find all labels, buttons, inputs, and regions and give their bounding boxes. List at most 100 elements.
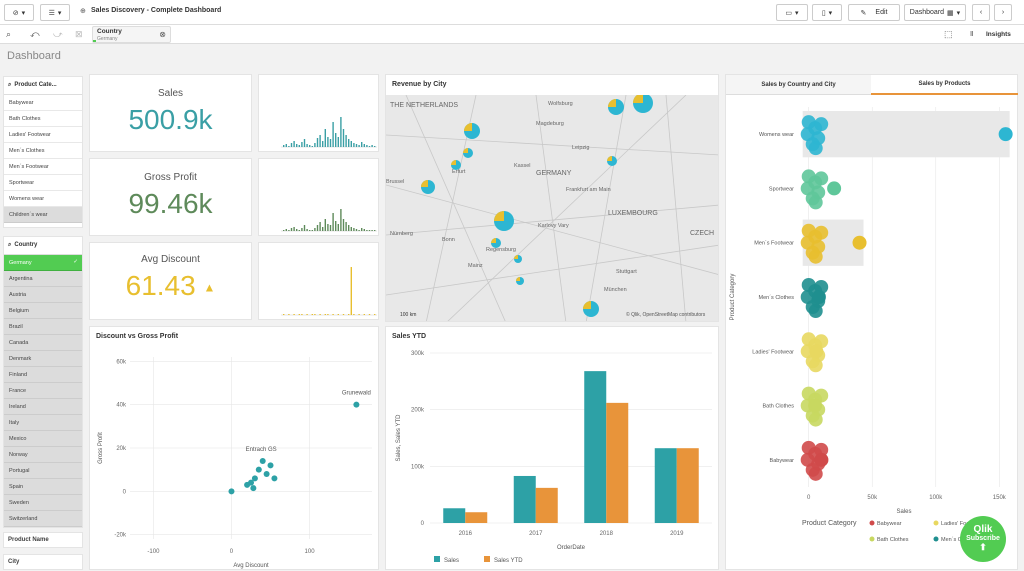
mini-bar <box>306 144 308 147</box>
tab-sales-by-products[interactable]: Sales by Products <box>871 75 1018 95</box>
y-tick-label: 20k <box>116 446 127 452</box>
road <box>386 184 718 275</box>
bar-chart[interactable]: 300k 200k 100k 0 2016 2017 2018 2019 OrderDate Sa… <box>386 327 720 571</box>
kpi-sales[interactable]: Sales 500.9k <box>89 74 252 152</box>
list-item[interactable]: Men´s Footwear <box>4 159 82 175</box>
list-item[interactable]: Brazil <box>4 319 82 335</box>
city-pie-slice <box>421 180 428 187</box>
category-label: Babywear <box>770 458 795 464</box>
list-item[interactable]: Children´s wear <box>4 207 82 223</box>
chevron-right-icon: › <box>1001 9 1005 16</box>
chevron-down-icon: ▾ <box>57 9 62 17</box>
bubble <box>811 290 826 304</box>
list-item[interactable]: Sweden <box>4 495 82 511</box>
list-item[interactable]: Men´s Clothes <box>4 143 82 159</box>
list-item[interactable]: Italy <box>4 415 82 431</box>
bubble <box>814 171 829 186</box>
discount-vs-gross-profit-chart[interactable]: Discount vs Gross Profit -100 0 100 60k 40k 2… <box>89 326 379 570</box>
step-back-icon[interactable]: ⤺ <box>30 29 40 39</box>
list-item[interactable]: Bath Clothes <box>4 111 82 127</box>
selection-tool-icon[interactable]: ⬚ <box>944 29 953 39</box>
bubble <box>814 452 829 467</box>
x-tick-label: 100k <box>929 495 943 501</box>
list-item[interactable]: Ireland <box>4 399 82 415</box>
list-item[interactable]: Babywear <box>4 95 82 111</box>
y-axis-label: Product Category <box>730 274 736 321</box>
road <box>535 95 567 321</box>
kpi-gross-profit[interactable]: Gross Profit 99.46k <box>89 158 252 236</box>
mini-bar <box>355 229 358 231</box>
sheet-selector[interactable]: Dashboard ▦ ▾ <box>904 4 966 21</box>
bar <box>584 371 607 523</box>
bar <box>465 512 488 523</box>
insights-button[interactable]: Insights <box>986 31 1011 38</box>
kpi-avg-discount[interactable]: Avg Discount 61.43 ▲ <box>89 242 252 320</box>
list-item[interactable]: Argentina <box>4 271 82 287</box>
list-item[interactable]: Ladies' Footwear <box>4 127 82 143</box>
mini-bar <box>371 230 373 231</box>
sales-ytd-chart[interactable]: Sales YTD 300k 200k 100k 0 2016 2017 2018 2019 O… <box>385 326 719 570</box>
product-name-filter[interactable]: Product Name <box>3 532 83 548</box>
mini-chart-gross-profit[interactable] <box>258 158 379 236</box>
filter-title-label: Product Cate... <box>14 82 57 88</box>
mini-bar <box>363 229 365 231</box>
city-pie-slice <box>463 148 468 153</box>
list-item[interactable]: Portugal <box>4 463 82 479</box>
list-item[interactable]: Canada <box>4 335 82 351</box>
edit-button[interactable]: ✎ Edit <box>848 4 900 21</box>
list-item[interactable]: Spain <box>4 479 82 495</box>
mini-bar <box>293 141 295 147</box>
smart-search-icon[interactable]: ⌕ <box>6 29 12 39</box>
revenue-by-city-map[interactable]: Revenue by City THE NETHERLANDS Wolfsburg… <box>385 74 719 322</box>
mini-chart-discount[interactable] <box>258 242 379 320</box>
present-button[interactable]: ▭ ▾ <box>776 4 808 21</box>
list-item[interactable]: Finland <box>4 367 82 383</box>
scatter-plot[interactable]: -100 0 100 60k 40k 20k 0 -20k Avg Discount Gross … <box>90 327 380 571</box>
list-item[interactable]: Mexico <box>4 431 82 447</box>
legend-swatch <box>434 556 440 562</box>
navigation-menu-button[interactable]: ⊘ ▾ <box>4 4 34 21</box>
chart-title: Discount vs Gross Profit <box>96 333 179 340</box>
list-item[interactable]: Norway <box>4 447 82 463</box>
mini-bar <box>368 314 371 315</box>
mini-chart-sales[interactable] <box>258 74 379 152</box>
city-pie-slice <box>516 277 520 281</box>
subscribe-badge[interactable]: Qlik Subscribe ⬆ <box>960 516 1006 562</box>
search-icon: ⌕ <box>8 242 12 248</box>
map-canvas[interactable]: THE NETHERLANDS Wolfsburg Magdeburg Kassel L… <box>386 95 719 322</box>
next-sheet-button[interactable]: › <box>994 4 1012 21</box>
category-label: Men´s Clothes <box>759 295 795 301</box>
x-tick-label: 150k <box>993 495 1007 501</box>
x-tick-label: 2016 <box>459 531 473 537</box>
list-item[interactable]: Sportwear <box>4 175 82 191</box>
legend-label: Men´s Clothes <box>941 537 977 543</box>
step-forward-icon[interactable]: ⤻ <box>53 29 63 39</box>
list-item[interactable]: Switzerland <box>4 511 82 527</box>
list-item[interactable]: Austria <box>4 287 82 303</box>
list-item[interactable]: France <box>4 383 82 399</box>
close-icon[interactable]: ⊗ <box>159 30 166 39</box>
list-item[interactable]: Denmark <box>4 351 82 367</box>
bookmark-button[interactable]: ▯ ▾ <box>812 4 842 21</box>
insights-icon[interactable]: Ⅱ <box>970 31 974 38</box>
x-tick-label: 2019 <box>670 531 684 537</box>
previous-sheet-button[interactable]: ‹ <box>972 4 990 21</box>
selection-chip-country[interactable]: Country Germany ⊗ <box>92 26 171 43</box>
mini-bar <box>368 230 371 231</box>
y-tick-label: 100k <box>411 464 425 470</box>
list-item[interactable]: Womens wear <box>4 191 82 207</box>
city-filter[interactable]: City <box>3 554 83 570</box>
map-scale: 100 km <box>400 312 416 318</box>
mini-bar <box>374 230 376 231</box>
road <box>386 204 718 236</box>
clear-all-icon[interactable]: ⊠ <box>75 29 83 39</box>
tab-sales-by-country-and-city[interactable]: Sales by Country and City <box>726 75 871 95</box>
app-menu-button[interactable]: ☰ ▾ <box>40 4 70 21</box>
list-item[interactable]: Belgium <box>4 303 82 319</box>
y-axis-label: Gross Profit <box>98 432 104 464</box>
filter-title-label: Country <box>14 242 38 248</box>
selection-field: Country <box>97 28 122 35</box>
list-item-selected[interactable]: Germany ✓ <box>4 255 82 271</box>
products-scatter[interactable]: 0 50k 100k 150k Sales Product Category Womens … <box>726 97 1019 571</box>
map-label: Magdeburg <box>536 121 564 127</box>
